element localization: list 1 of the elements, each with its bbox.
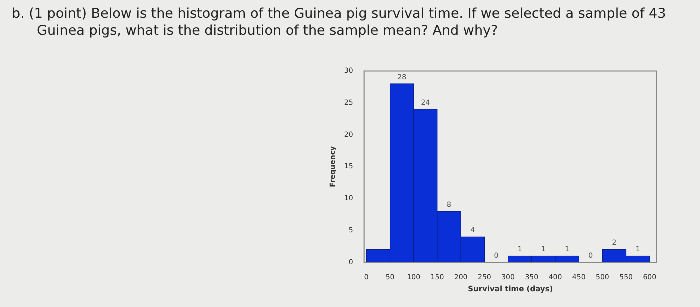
- chart-title: b. (1 point) Below is the histogram of the Guinea pig survival time. If we selected a sample of 43 Guinea pigs, what is the distribution of the sample mean? And why?: [12, 6, 668, 40]
